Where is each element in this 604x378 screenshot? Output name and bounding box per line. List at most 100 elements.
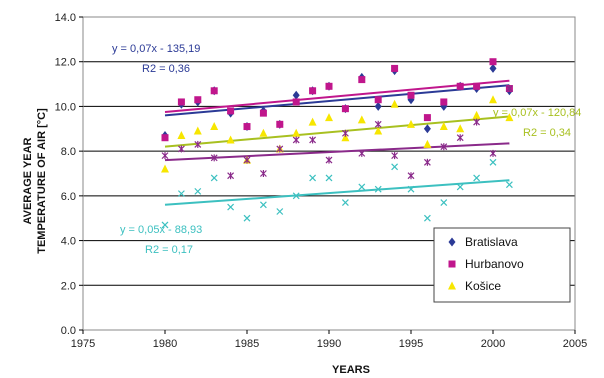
data-point-series-5 <box>177 190 185 198</box>
legend-marker-koice <box>448 281 456 290</box>
marker-stroke <box>374 185 382 193</box>
data-point-hurbanovo <box>407 91 415 99</box>
data-point-series-4 <box>194 140 202 148</box>
data-point-series-4 <box>243 156 251 164</box>
legend: Bratislava Hurbanovo Košice <box>433 227 571 303</box>
data-point-series-5 <box>341 199 349 206</box>
trendline <box>164 84 510 117</box>
data-point-hurbanovo <box>341 105 349 113</box>
marker-stroke <box>489 158 497 166</box>
x-tick-label: 1990 <box>317 338 341 350</box>
marker-stroke <box>243 214 251 222</box>
data-point-koice <box>341 133 350 142</box>
marker-stroke <box>292 192 300 200</box>
data-point-koice <box>193 126 202 135</box>
x-tick-label: 2000 <box>481 338 505 350</box>
x-tick-label: 1980 <box>153 338 177 350</box>
data-point-series-4 <box>341 129 349 137</box>
data-point-koice <box>308 117 317 126</box>
data-point-koice <box>161 164 169 173</box>
data-point-series-5 <box>227 203 235 211</box>
data-point-hurbanovo <box>423 114 431 122</box>
data-point-series-5 <box>325 174 333 182</box>
data-point-bratislava <box>292 90 300 100</box>
data-point-hurbanovo <box>473 82 481 90</box>
data-point-series-5 <box>456 183 464 191</box>
data-point-hurbanovo <box>456 82 464 90</box>
data-points <box>161 58 514 229</box>
marker-stroke <box>456 183 464 191</box>
marker-stroke <box>423 214 431 222</box>
data-point-hurbanovo <box>440 98 448 106</box>
data-point-series-4 <box>161 152 169 160</box>
data-point-series-5 <box>292 192 300 200</box>
marker-stroke <box>161 221 169 229</box>
marker-stroke <box>210 174 218 182</box>
marker-stroke <box>227 203 235 211</box>
trendline <box>164 142 510 162</box>
data-point-series-5 <box>391 163 399 171</box>
marker-stroke <box>177 190 185 198</box>
data-point-series-5 <box>276 208 284 215</box>
data-point-series-4 <box>358 149 366 157</box>
marker-stroke <box>358 183 366 191</box>
data-point-koice <box>390 99 399 108</box>
x-tick-label: 1995 <box>399 338 423 350</box>
data-point-series-4 <box>276 145 284 153</box>
y-tick-label: 4.0 <box>61 236 76 248</box>
data-point-bratislava <box>423 124 431 134</box>
y-tick-label: 0.0 <box>61 325 76 337</box>
data-point-koice <box>407 119 415 128</box>
data-point-hurbanovo <box>161 134 169 142</box>
data-point-series-5 <box>259 201 267 209</box>
data-point-hurbanovo <box>309 87 317 95</box>
data-point-series-4 <box>227 172 235 180</box>
axis-ticks: 0.0 2.0 4.0 6.0 8.0 10.0 12.0 14.0 1975 1980 1985 1… <box>55 12 588 350</box>
marker-stroke <box>259 201 267 209</box>
data-point-series-4 <box>177 145 185 153</box>
trendlines <box>164 79 510 206</box>
trendline-equation: y = 0,07x - 120,84 <box>493 107 581 119</box>
legend-marker-bratislava <box>448 237 456 247</box>
data-point-series-5 <box>473 174 481 182</box>
data-point-koice <box>259 128 268 137</box>
trendline <box>164 179 510 206</box>
data-point-series-4 <box>259 170 267 177</box>
y-tick-label: 14.0 <box>55 12 76 24</box>
data-point-series-5 <box>243 214 251 222</box>
marker-stroke <box>325 174 333 182</box>
data-point-hurbanovo <box>358 76 366 84</box>
data-point-koice <box>439 122 448 131</box>
data-point-koice <box>505 113 514 122</box>
data-point-series-5 <box>423 214 431 222</box>
marker-stroke <box>276 208 284 215</box>
data-point-series-4 <box>407 172 415 180</box>
legend-label: Hurbanovo <box>465 257 524 271</box>
data-point-series-5 <box>194 187 202 195</box>
data-point-hurbanovo <box>276 120 284 128</box>
data-point-hurbanovo <box>227 107 235 115</box>
data-point-series-5 <box>505 181 513 189</box>
y-axis-title-line-1: AVERAGE YEAR <box>22 137 34 224</box>
data-point-series-5 <box>407 185 415 193</box>
data-point-hurbanovo <box>210 87 218 95</box>
data-point-series-4 <box>423 158 431 166</box>
y-axis-title: AVERAGE YEAR TEMPERATURE OF AIR [°C] <box>22 108 48 254</box>
marker-stroke <box>440 199 448 206</box>
data-point-bratislava <box>489 63 497 73</box>
data-point-series-4 <box>456 134 464 142</box>
trendline-equations: y = 0,07x - 135,19 R2 = 0,36 y = 0,07x - 1… <box>112 43 581 256</box>
data-point-hurbanovo <box>243 123 251 131</box>
data-point-koice <box>423 139 432 148</box>
data-point-bratislava <box>374 101 382 111</box>
data-point-koice <box>489 95 497 104</box>
y-tick-label: 10.0 <box>55 101 76 113</box>
data-point-koice <box>456 124 465 133</box>
x-axis-title: YEARS <box>332 364 370 376</box>
data-point-series-5 <box>210 174 218 182</box>
trendline <box>164 115 510 148</box>
legend-label: Bratislava <box>465 235 518 249</box>
trendline-r-squared: R2 = 0,36 <box>142 63 190 75</box>
data-point-series-5 <box>440 199 448 206</box>
